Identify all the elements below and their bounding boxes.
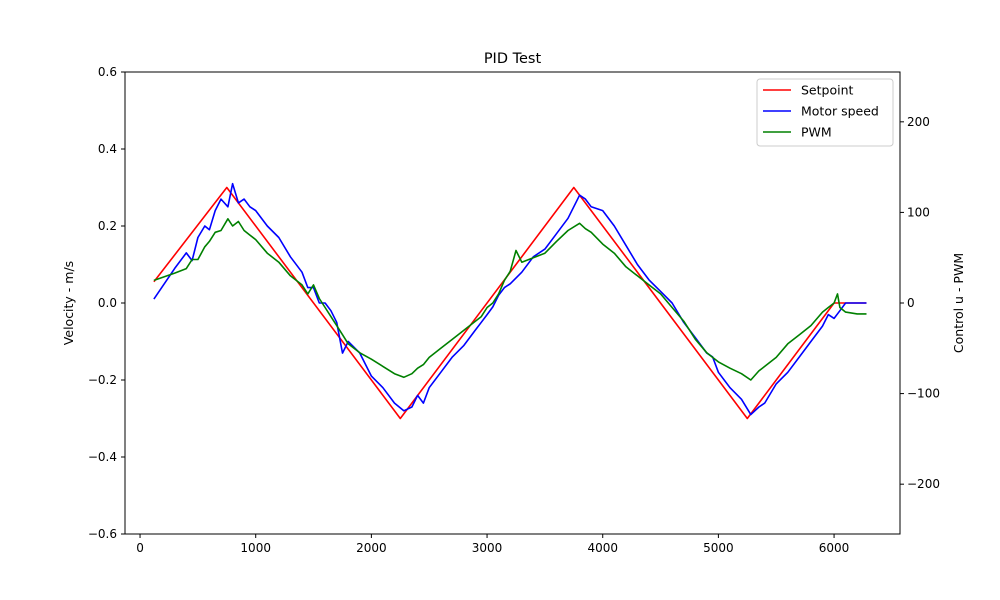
y-tick-label: −0.2 xyxy=(88,373,117,387)
y-axis-left: −0.6 −0.4 −0.2 0.0 0.2 0.4 0.6 xyxy=(88,65,125,541)
y-tick: −0.6 xyxy=(88,527,125,541)
legend-box xyxy=(756,78,894,147)
x-tick: 1000 xyxy=(240,534,271,555)
y2-tick: 200 xyxy=(900,115,930,129)
series-line-pwm xyxy=(153,218,867,381)
series-line-setpoint xyxy=(153,186,867,420)
y2-tick-label: 200 xyxy=(907,115,930,129)
x-tick-label: 6000 xyxy=(819,541,850,555)
x-tick: 6000 xyxy=(819,534,850,555)
x-tick: 2000 xyxy=(356,534,387,555)
y-tick-label: −0.6 xyxy=(88,527,117,541)
x-tick-label: 4000 xyxy=(587,541,618,555)
y2-tick-label: −200 xyxy=(907,477,940,491)
x-tick: 4000 xyxy=(587,534,618,555)
y-tick: −0.2 xyxy=(88,373,125,387)
legend-label: PWM xyxy=(801,125,832,140)
y2-tick-label: 0 xyxy=(907,296,915,310)
y2-tick-label: 100 xyxy=(907,205,930,219)
series-layer xyxy=(153,182,867,420)
y-axis-label: Velocity - m/s xyxy=(61,261,76,345)
legend: Setpoint Motor speed PWM xyxy=(756,78,894,147)
y-tick-label: 0.6 xyxy=(98,65,117,79)
legend-label: Motor speed xyxy=(801,104,879,119)
y-axis-right: −200 −100 0 100 200 xyxy=(900,115,940,491)
y-tick-label: 0.2 xyxy=(98,219,117,233)
x-tick-label: 3000 xyxy=(472,541,503,555)
x-tick-label: 1000 xyxy=(240,541,271,555)
x-tick: 3000 xyxy=(472,534,503,555)
y-tick: 0.6 xyxy=(98,65,125,79)
y-tick-label: 0.4 xyxy=(98,142,117,156)
series-line-motor-speed xyxy=(153,182,867,416)
y-tick: −0.4 xyxy=(88,450,125,464)
y2-axis-label: Control u - PWM xyxy=(951,253,966,353)
y-tick-label: 0.0 xyxy=(98,296,117,310)
y2-tick: 100 xyxy=(900,205,930,219)
x-tick-label: 0 xyxy=(136,541,144,555)
x-tick-label: 2000 xyxy=(356,541,387,555)
legend-item-motor-speed: Motor speed xyxy=(763,104,879,119)
legend-item-pwm: PWM xyxy=(763,125,832,140)
legend-label: Setpoint xyxy=(801,83,854,98)
y-tick-label: −0.4 xyxy=(88,450,117,464)
x-tick-label: 5000 xyxy=(703,541,734,555)
y2-tick: −200 xyxy=(900,477,940,491)
y-tick: 0.0 xyxy=(98,296,125,310)
y2-tick-label: −100 xyxy=(907,387,940,401)
x-tick: 0 xyxy=(136,534,144,555)
x-tick: 5000 xyxy=(703,534,734,555)
y-tick: 0.2 xyxy=(98,219,125,233)
chart-title: PID Test xyxy=(484,51,542,67)
y2-tick: −100 xyxy=(900,387,940,401)
legend-item-setpoint: Setpoint xyxy=(763,83,854,98)
y-tick: 0.4 xyxy=(98,142,125,156)
y2-tick: 0 xyxy=(900,296,915,310)
x-axis: 0 1000 2000 3000 4000 5000 6000 xyxy=(136,534,849,555)
